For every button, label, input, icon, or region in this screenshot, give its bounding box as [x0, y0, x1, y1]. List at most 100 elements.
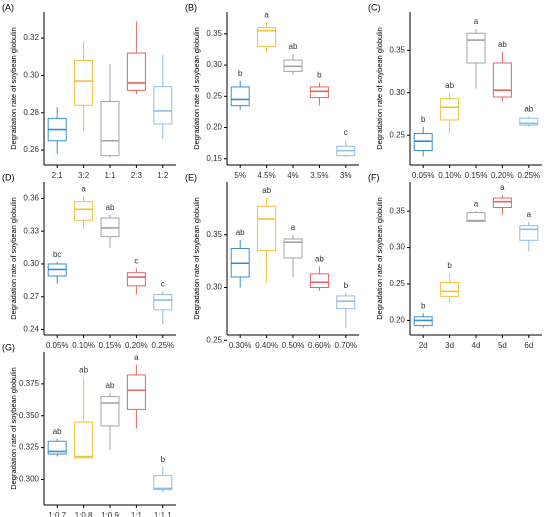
box [440, 98, 460, 121]
y-axis-label: Degradation rate of soybean globulin [9, 197, 18, 320]
significance-letter: ab [445, 81, 454, 90]
x-tick-label: 0.05% [46, 341, 69, 350]
y-tick-label: 0.30 [23, 259, 39, 268]
x-tick-label: 2:3 [131, 171, 143, 180]
x-tick-label: 1:1 [131, 511, 143, 517]
significance-letter: ab [106, 203, 115, 212]
y-tick-label: 0.35 [389, 45, 405, 54]
panel-label: (A) [2, 2, 14, 12]
significance-letter: b [421, 115, 426, 124]
significance-letter: b [317, 71, 322, 80]
y-tick-label: 0.30 [206, 60, 222, 69]
x-tick-label: 5% [234, 171, 246, 180]
x-tick-label: 1:0.9 [101, 511, 119, 517]
box [492, 197, 512, 208]
y-tick-label: 0.26 [23, 145, 39, 154]
x-tick-label: 0.05% [412, 171, 435, 180]
x-tick-label: 2:1 [52, 171, 64, 180]
significance-letter: ab [524, 105, 533, 114]
y-tick-label: 0.325 [19, 443, 40, 452]
y-tick-label: 0.25 [389, 130, 405, 139]
box [413, 133, 433, 152]
x-tick-label: 0.40% [255, 341, 278, 350]
x-tick-label: 0.30% [229, 341, 252, 350]
y-tick-label: 0.375 [19, 379, 40, 388]
box [257, 27, 277, 47]
panel-label: (B) [185, 2, 197, 12]
significance-letter: b [161, 455, 166, 464]
x-tick-label: 2d [419, 341, 428, 350]
x-tick-label: 0.20% [125, 341, 148, 350]
significance-letter: a [264, 11, 269, 20]
y-tick-label: 0.15 [206, 154, 222, 163]
significance-letter: a [500, 183, 505, 192]
y-tick-label: 0.35 [389, 206, 405, 215]
significance-letter: ab [498, 40, 507, 49]
y-tick-label: 0.27 [23, 292, 39, 301]
panel-label: (E) [185, 172, 197, 182]
x-tick-label: 3d [445, 341, 454, 350]
significance-letter: a [134, 353, 139, 362]
box [100, 101, 120, 157]
y-tick-label: 0.35 [206, 29, 222, 38]
box [126, 52, 146, 91]
box [74, 421, 94, 459]
box [230, 86, 250, 107]
box [74, 60, 94, 106]
y-tick-label: 0.30 [389, 88, 405, 97]
box [492, 62, 512, 98]
y-tick-label: 0.20 [206, 123, 222, 132]
y-axis-label: Degradation rate of soybean globulin [192, 197, 201, 320]
y-tick-label: 0.20 [389, 316, 405, 325]
x-tick-label: 4% [287, 171, 299, 180]
significance-letter: ab [262, 186, 271, 195]
significance-letter: ab [53, 427, 62, 436]
box [440, 282, 460, 297]
significance-letter: c [161, 279, 165, 288]
x-tick-label: 3% [340, 171, 352, 180]
x-tick-label: 1:1.1 [154, 511, 172, 517]
box [466, 32, 486, 64]
significance-letter: ab [315, 255, 324, 264]
significance-letter: a [474, 199, 479, 208]
y-tick-label: 0.300 [19, 475, 40, 484]
y-tick-label: 0.25 [206, 335, 222, 344]
box [126, 374, 146, 410]
significance-letter: c [344, 128, 348, 137]
panel-label: (D) [2, 172, 15, 182]
box [519, 117, 539, 126]
significance-letter: b [421, 301, 426, 310]
x-tick-label: 0.70% [334, 341, 357, 350]
y-tick-label: 0.30 [206, 283, 222, 292]
y-tick-label: 0.25 [389, 279, 405, 288]
x-tick-label: 6d [524, 341, 533, 350]
x-tick-label: 0.10% [438, 171, 461, 180]
panel-label: (G) [2, 342, 15, 352]
box [519, 225, 539, 241]
box [283, 238, 303, 259]
y-tick-label: 0.25 [206, 91, 222, 100]
significance-letter: ab [106, 381, 115, 390]
x-tick-label: 1:1 [104, 171, 116, 180]
significance-letter: b [238, 69, 243, 78]
box [74, 201, 94, 221]
significance-letter: ab [289, 42, 298, 51]
significance-letter: a [81, 184, 86, 193]
y-tick-label: 0.36 [23, 194, 39, 203]
significance-letter: a [474, 17, 479, 26]
box [153, 86, 173, 125]
box [309, 273, 329, 289]
box [309, 86, 329, 99]
significance-letter: a [291, 223, 296, 232]
x-tick-label: 0.15% [99, 341, 122, 350]
x-tick-label: 0.25% [151, 341, 174, 350]
significance-letter: b [447, 261, 452, 270]
significance-letter: b [344, 281, 349, 290]
significance-letter: a [527, 210, 532, 219]
y-tick-label: 0.35 [206, 230, 222, 239]
significance-letter: ab [79, 366, 88, 375]
y-tick-label: 0.30 [389, 243, 405, 252]
y-axis-label: Degradation rate of soybean globulin [192, 27, 201, 150]
box [153, 294, 173, 311]
y-tick-label: 0.32 [23, 33, 39, 42]
